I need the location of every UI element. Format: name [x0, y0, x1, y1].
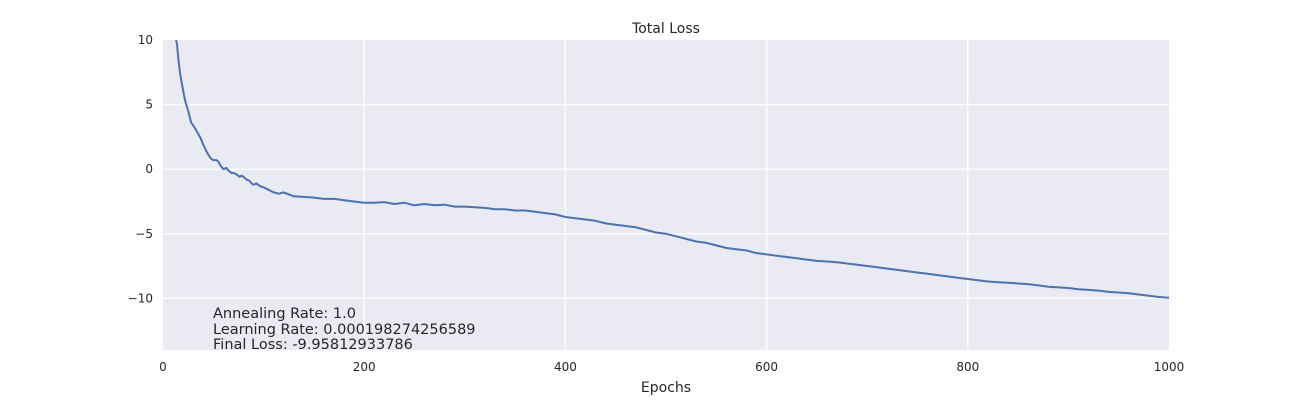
tick-labels: 0 200 400 600 800 1000 10 5 0 −5 −10 — [128, 33, 1185, 374]
x-tick-label: 0 — [159, 360, 167, 374]
x-tick-label: 200 — [353, 360, 376, 374]
x-tick-label: 600 — [755, 360, 778, 374]
annotation-annealing-rate: Annealing Rate: 1.0 — [213, 306, 356, 322]
x-tick-label: 400 — [554, 360, 577, 374]
x-axis-label: Epochs — [641, 380, 691, 396]
chart-title: Total Loss — [631, 21, 700, 37]
plot-area — [163, 40, 1169, 350]
annotation-final-loss: Final Loss: -9.95812933786 — [213, 337, 413, 353]
y-tick-label: 5 — [145, 98, 153, 112]
y-tick-label: −10 — [128, 291, 153, 305]
loss-series-line — [175, 39, 1170, 299]
annotation-learning-rate: Learning Rate: 0.000198274256589 — [213, 322, 476, 338]
series-layer — [175, 39, 1170, 299]
y-tick-label: −5 — [135, 227, 153, 241]
x-tick-label: 800 — [956, 360, 979, 374]
y-tick-label: 0 — [145, 162, 153, 176]
y-tick-label: 10 — [138, 33, 153, 47]
x-tick-label: 1000 — [1154, 360, 1185, 374]
